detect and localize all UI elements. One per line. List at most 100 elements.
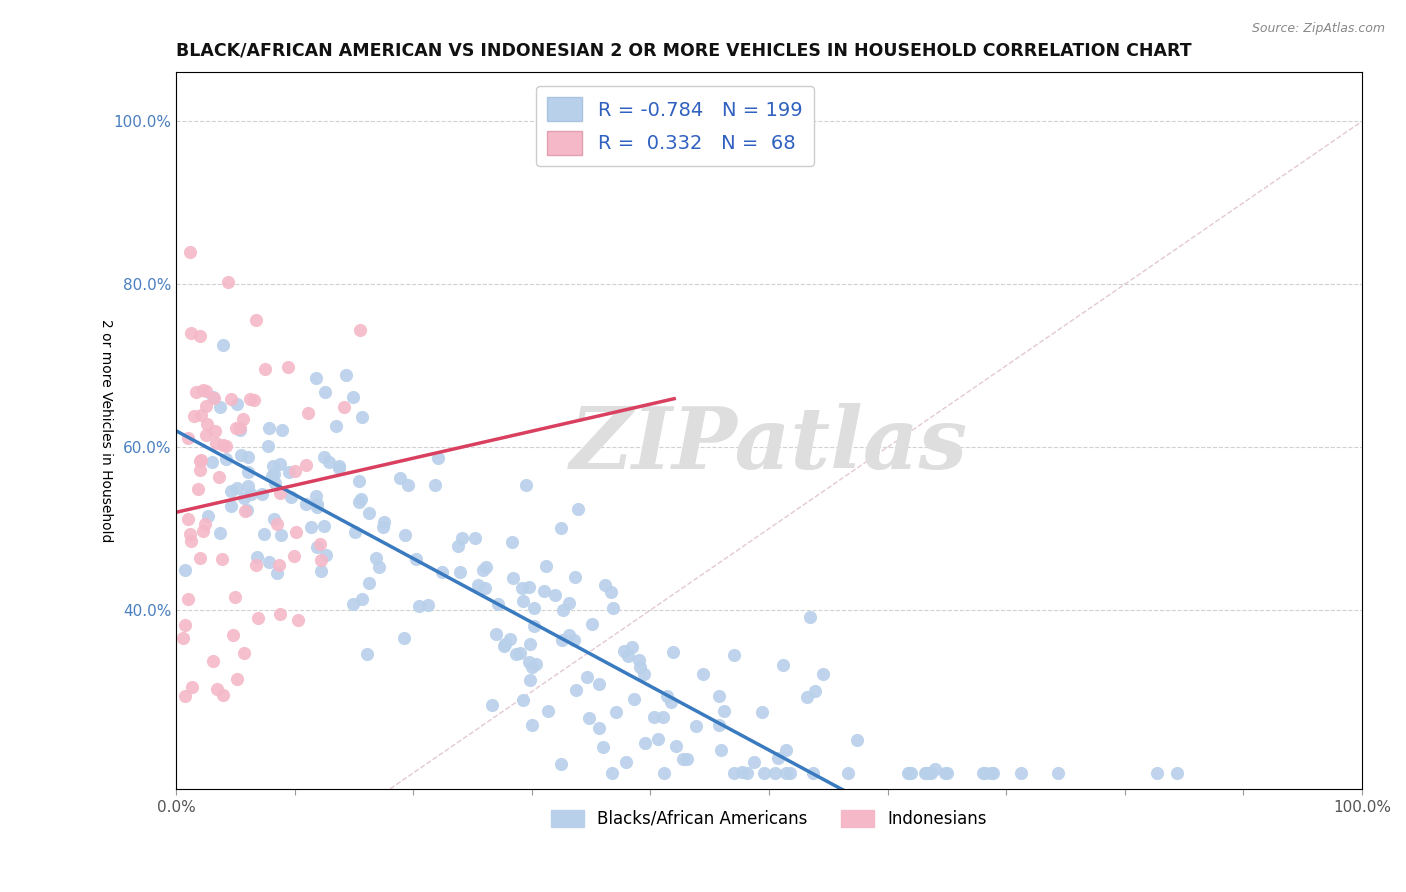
Point [188, 551, 211, 566]
Point [723, 648, 745, 662]
Point [177, 591, 200, 606]
Point [263, 467, 285, 481]
Point [309, 553, 332, 567]
Point [211, 552, 233, 566]
Point [685, 718, 707, 732]
Point [665, 739, 688, 753]
Point [233, 504, 256, 518]
Point [359, 575, 381, 590]
Point [509, 646, 531, 660]
Point [219, 392, 242, 407]
Point [519, 673, 541, 688]
Point [723, 766, 745, 780]
Point [347, 474, 370, 488]
Point [505, 647, 527, 661]
Point [371, 519, 394, 533]
Point [766, 751, 789, 765]
Point [284, 524, 307, 539]
Point [280, 490, 302, 504]
Point [236, 503, 259, 517]
Point [176, 512, 198, 526]
Point [172, 631, 194, 645]
Point [187, 482, 209, 496]
Point [262, 458, 284, 473]
Point [751, 705, 773, 719]
Point [633, 666, 655, 681]
Point [232, 491, 254, 505]
Point [207, 681, 229, 696]
Point [602, 601, 624, 615]
Point [499, 632, 522, 646]
Point [267, 558, 290, 572]
Point [309, 564, 332, 578]
Point [605, 705, 627, 719]
Point [752, 766, 775, 780]
Point [592, 739, 614, 754]
Point [266, 517, 288, 532]
Point [763, 766, 786, 780]
Point [204, 424, 226, 438]
Point [647, 731, 669, 746]
Point [325, 418, 347, 433]
Point [307, 500, 329, 514]
Point [427, 451, 450, 466]
Point [920, 766, 942, 780]
Point [408, 599, 430, 613]
Point [225, 481, 247, 495]
Point [309, 537, 332, 551]
Point [284, 464, 307, 478]
Point [229, 423, 252, 437]
Point [558, 628, 581, 642]
Point [224, 590, 246, 604]
Point [229, 421, 252, 435]
Point [195, 417, 218, 431]
Point [486, 597, 509, 611]
Point [1146, 766, 1168, 780]
Point [389, 471, 412, 485]
Point [803, 766, 825, 780]
Point [347, 495, 370, 509]
Point [502, 571, 524, 585]
Point [501, 535, 523, 549]
Point [634, 736, 657, 750]
Point [193, 517, 215, 532]
Point [305, 490, 328, 504]
Point [197, 508, 219, 523]
Point [567, 502, 589, 516]
Point [467, 577, 489, 591]
Point [652, 766, 675, 780]
Point [219, 483, 242, 498]
Point [180, 534, 202, 549]
Point [972, 766, 994, 780]
Point [243, 392, 266, 407]
Point [215, 451, 238, 466]
Point [837, 766, 859, 780]
Point [335, 368, 357, 382]
Point [305, 540, 328, 554]
Point [779, 766, 801, 780]
Point [523, 619, 546, 633]
Point [269, 457, 291, 471]
Point [915, 766, 938, 780]
Point [934, 766, 956, 780]
Point [342, 390, 364, 404]
Point [392, 632, 415, 646]
Point [245, 313, 267, 327]
Point [208, 401, 231, 415]
Point [430, 565, 453, 579]
Point [472, 563, 495, 577]
Point [238, 450, 260, 464]
Point [269, 607, 291, 621]
Point [710, 743, 733, 757]
Point [614, 755, 637, 769]
Point [240, 487, 263, 501]
Point [295, 458, 318, 472]
Point [207, 469, 229, 483]
Point [627, 653, 650, 667]
Point [194, 399, 217, 413]
Point [707, 690, 730, 704]
Point [772, 658, 794, 673]
Point [294, 497, 316, 511]
Point [315, 548, 337, 562]
Point [1046, 766, 1069, 780]
